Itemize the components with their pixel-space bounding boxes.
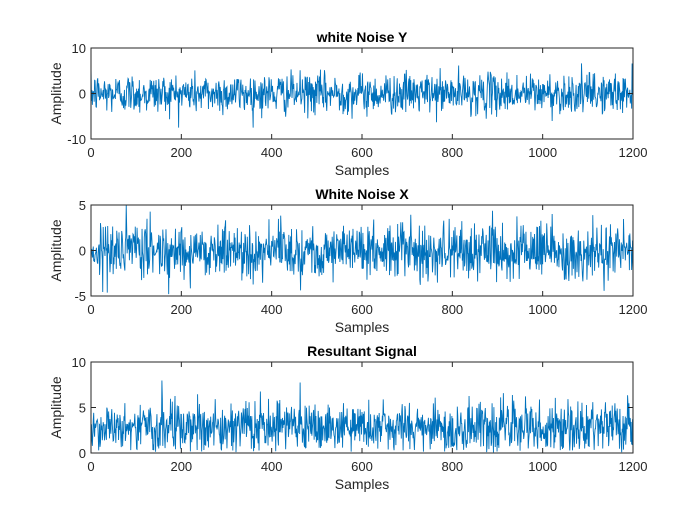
x-tick-label: 800 [441, 459, 463, 474]
x-tick-label: 400 [261, 459, 283, 474]
x-axis-label: Samples [335, 476, 389, 492]
y-tick-label: 0 [79, 244, 86, 259]
series-line [90, 63, 633, 128]
x-tick-label: 200 [170, 145, 192, 160]
y-tick-label: 10 [72, 355, 86, 370]
x-tick-label: 1200 [619, 302, 648, 317]
x-axis-label: Samples [335, 162, 389, 178]
series-line [90, 380, 633, 453]
x-tick-label: 400 [261, 302, 283, 317]
y-tick-label: -5 [74, 289, 86, 304]
y-axis-label: Amplitude [48, 62, 64, 124]
x-tick-label: 200 [170, 459, 192, 474]
x-tick-label: 1000 [528, 302, 557, 317]
x-axis-label: Samples [335, 319, 389, 335]
chart-title: Resultant Signal [307, 343, 417, 359]
x-tick-label: 1000 [528, 459, 557, 474]
series-line [90, 204, 633, 295]
y-tick-label: 0 [79, 87, 86, 102]
x-tick-label: 200 [170, 302, 192, 317]
chart-title: White Noise X [315, 186, 409, 202]
y-tick-label: 5 [79, 401, 86, 416]
x-tick-label: 600 [351, 459, 373, 474]
y-tick-label: -10 [67, 132, 86, 147]
x-tick-label: 600 [351, 302, 373, 317]
y-tick-label: 10 [72, 41, 86, 56]
subplot-3: 0 200 400 600 800 1000 1200 0 5 10 Resultant Signa… [48, 343, 647, 492]
x-tick-label: 0 [87, 145, 94, 160]
y-axis-label: Amplitude [48, 219, 64, 281]
y-axis-label: Amplitude [48, 376, 64, 438]
x-tick-label: 1000 [528, 145, 557, 160]
x-tick-label: 0 [87, 459, 94, 474]
x-tick-label: 1200 [619, 459, 648, 474]
x-tick-label: 800 [441, 145, 463, 160]
y-tick-label: 5 [79, 198, 86, 213]
x-tick-label: 400 [261, 145, 283, 160]
x-tick-label: 1200 [619, 145, 648, 160]
chart-title: white Noise Y [316, 29, 408, 45]
x-tick-label: 800 [441, 302, 463, 317]
x-tick-label: 0 [87, 302, 94, 317]
y-tick-label: 0 [79, 446, 86, 461]
x-tick-label: 600 [351, 145, 373, 160]
